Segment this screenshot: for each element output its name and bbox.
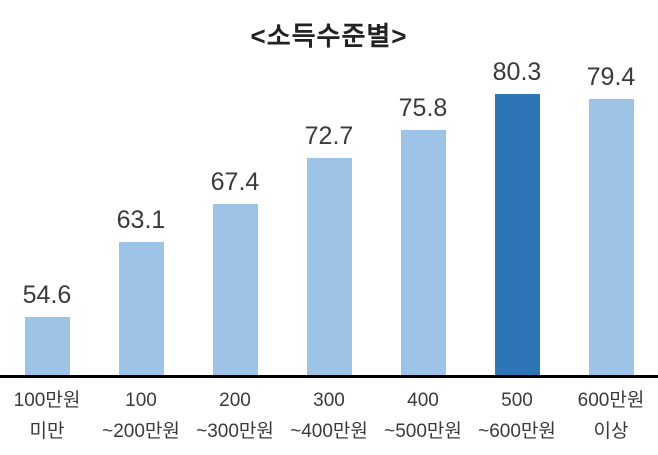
x-label-line: 미만 <box>29 421 65 442</box>
x-label: 300 ~400만원 <box>282 385 376 451</box>
value-label: 75.8 <box>398 94 448 123</box>
x-label-line: 이상 <box>593 421 629 442</box>
value-label: 79.4 <box>586 62 636 91</box>
x-label-line: ~500만원 <box>384 421 462 442</box>
bar-column: 75.8 <box>376 58 470 375</box>
x-label: 400 ~500만원 <box>376 385 470 451</box>
bar <box>212 204 258 375</box>
x-label-line: 400 <box>407 390 439 411</box>
x-label-line: ~400만원 <box>290 421 368 442</box>
x-label-line: ~600만원 <box>478 421 556 442</box>
value-label: 80.3 <box>492 58 542 86</box>
x-label-line: 300 <box>313 390 345 411</box>
bar-column: 80.3 <box>470 58 564 375</box>
x-label-line: 100 <box>125 390 157 411</box>
x-label-line: 500 <box>501 390 533 411</box>
bar <box>24 316 70 375</box>
value-label: 72.7 <box>304 121 354 150</box>
x-label: 200 ~300만원 <box>188 385 282 451</box>
x-label: 500 ~600만원 <box>470 385 564 451</box>
bar <box>118 242 164 375</box>
bar-column: 67.4 <box>188 58 282 375</box>
bar-column: 54.6 <box>0 58 94 375</box>
bar-column: 79.4 <box>564 58 658 375</box>
x-label-line: 600만원 <box>577 390 645 411</box>
bar-column: 72.7 <box>282 58 376 375</box>
x-label-line: 100만원 <box>13 390 81 411</box>
bar <box>494 94 540 375</box>
x-label-line: 200 <box>219 390 251 411</box>
x-label-line: ~200만원 <box>102 421 180 442</box>
x-label-line: ~300만원 <box>196 421 274 442</box>
value-label: 67.4 <box>210 168 260 197</box>
bar <box>306 157 352 375</box>
value-label: 63.1 <box>116 206 166 235</box>
bar-column: 63.1 <box>94 58 188 375</box>
plot-area: 54.6 63.1 67.4 72.7 75.8 80.3 79.4 <box>0 58 658 378</box>
chart-title: <소득수준별> <box>250 21 408 51</box>
bar <box>588 98 634 375</box>
value-label: 54.6 <box>22 280 72 309</box>
bar <box>400 130 446 375</box>
x-label: 100 ~200만원 <box>94 385 188 451</box>
